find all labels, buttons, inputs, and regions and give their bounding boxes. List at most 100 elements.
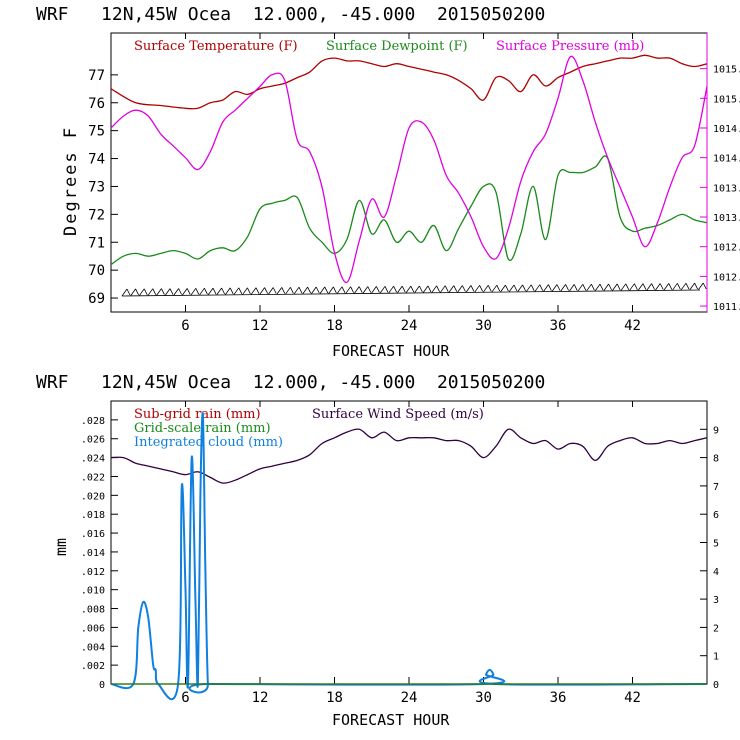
wind-barb-flag bbox=[212, 287, 217, 295]
data-point-surface-temperature bbox=[644, 55, 645, 56]
y-tick-label: 73 bbox=[88, 179, 105, 195]
data-point-surface-wind-speed bbox=[545, 440, 546, 441]
wind-barb-flag bbox=[556, 284, 561, 291]
data-point-surface-pressure bbox=[346, 282, 347, 283]
wind-barb-baseline bbox=[121, 289, 701, 297]
wind-barb-flag bbox=[264, 287, 268, 294]
data-point-surface-wind-speed bbox=[210, 477, 211, 478]
data-point-surface-dewpoint bbox=[471, 205, 472, 206]
wind-barb-flag bbox=[565, 284, 569, 291]
data-point-surface-wind-speed bbox=[396, 440, 397, 441]
bottom-left-y-ticks: 0 .002 .004 .006 .008 .010 .012 .014 .016 .018 .02… bbox=[81, 416, 118, 691]
wind-barb bbox=[310, 286, 317, 295]
data-point-surface-temperature bbox=[620, 58, 621, 59]
data-point-surface-temperature bbox=[632, 58, 633, 59]
data-point-surface-dewpoint bbox=[322, 242, 323, 243]
data-point-surface-wind-speed bbox=[110, 457, 111, 458]
data-point-surface-dewpoint bbox=[284, 200, 285, 201]
data-point-surface-pressure bbox=[582, 80, 583, 81]
wind-barb-flag bbox=[238, 287, 243, 294]
data-point-surface-pressure bbox=[110, 127, 111, 128]
wind-barb bbox=[672, 283, 678, 291]
data-point-surface-temperature bbox=[135, 102, 136, 103]
x-tick-label: 6 bbox=[181, 318, 189, 334]
data-point-surface-pressure bbox=[421, 121, 422, 122]
wind-barb-flag bbox=[462, 285, 466, 292]
wind-barb-flag bbox=[281, 287, 286, 294]
wind-barb-flag bbox=[161, 288, 165, 295]
wind-barb bbox=[130, 288, 136, 297]
data-point-surface-temperature bbox=[471, 88, 472, 89]
bottom-x-ticks: 6 12 18 24 30 36 42 bbox=[181, 401, 641, 706]
data-point-surface-pressure bbox=[620, 187, 621, 188]
wind-barb bbox=[147, 288, 154, 296]
wind-barb-flag bbox=[548, 284, 552, 291]
wind-barb bbox=[293, 286, 300, 295]
data-point-surface-temperature bbox=[520, 91, 521, 92]
data-point-surface-dewpoint bbox=[495, 191, 496, 192]
data-point-surface-dewpoint bbox=[148, 256, 149, 257]
wind-barb-flag bbox=[393, 286, 397, 293]
data-point-surface-temperature bbox=[272, 85, 273, 86]
wind-barb-flag bbox=[479, 285, 483, 292]
data-point-surface-temperature bbox=[222, 99, 223, 100]
data-point-surface-wind-speed bbox=[557, 449, 558, 450]
wind-barb-flag bbox=[599, 283, 604, 291]
wind-barb bbox=[319, 286, 326, 295]
data-point-surface-wind-speed bbox=[135, 463, 136, 464]
data-point-integrated-cloud bbox=[200, 495, 201, 496]
y-tick-label: 0 bbox=[99, 680, 105, 691]
wind-barb bbox=[336, 286, 343, 295]
data-point-surface-temperature bbox=[446, 74, 447, 75]
data-point-surface-wind-speed bbox=[185, 474, 186, 475]
data-point-surface-dewpoint bbox=[259, 208, 260, 209]
data-point-surface-dewpoint bbox=[272, 203, 273, 204]
data-point-surface-temperature bbox=[557, 77, 558, 78]
x-tick-label: 42 bbox=[624, 690, 641, 706]
wind-barb-flag bbox=[651, 283, 655, 290]
wind-barb bbox=[680, 282, 687, 291]
data-point-surface-temperature bbox=[706, 63, 707, 64]
data-point-surface-temperature bbox=[483, 99, 484, 100]
wind-barb-flag bbox=[685, 283, 690, 290]
data-point-surface-wind-speed bbox=[458, 440, 459, 441]
data-point-surface-dewpoint bbox=[110, 264, 111, 265]
data-point-surface-dewpoint bbox=[185, 253, 186, 254]
wind-barb bbox=[233, 287, 240, 296]
wind-barb-flag bbox=[573, 284, 578, 291]
wind-barb-flag bbox=[702, 282, 707, 290]
data-point-surface-wind-speed bbox=[384, 432, 385, 433]
data-point-surface-dewpoint bbox=[371, 233, 372, 234]
data-point-surface-pressure bbox=[359, 240, 360, 241]
top-chart-title: WRF 12N,45W Ocea 12.000, -45.000 2015050… bbox=[36, 4, 545, 25]
wind-barb-flag bbox=[135, 288, 139, 296]
wind-barb bbox=[577, 284, 584, 292]
y-tick-label: .018 bbox=[81, 510, 105, 521]
data-point-surface-temperature bbox=[582, 66, 583, 67]
data-point-surface-wind-speed bbox=[235, 480, 236, 481]
data-point-surface-pressure bbox=[259, 86, 260, 87]
y2-tick-label: 2 bbox=[713, 623, 719, 634]
top-left-y-ticks: 69 70 71 72 73 74 75 76 77 bbox=[88, 68, 118, 307]
wind-barb bbox=[216, 287, 222, 296]
data-point-surface-dewpoint bbox=[408, 231, 409, 232]
data-point-surface-temperature bbox=[421, 69, 422, 70]
wind-barb bbox=[121, 288, 128, 297]
data-point-surface-dewpoint bbox=[346, 239, 347, 240]
data-point-integrated-cloud bbox=[485, 674, 486, 675]
wind-barb bbox=[164, 288, 171, 296]
wind-barb bbox=[611, 283, 618, 292]
wind-barb-flag bbox=[694, 282, 698, 290]
wind-barb bbox=[697, 282, 704, 291]
wind-barb-flag bbox=[419, 285, 423, 293]
y-tick-label: 77 bbox=[88, 68, 105, 84]
wind-barb-flag bbox=[229, 287, 234, 295]
wind-barb bbox=[654, 283, 661, 291]
data-point-surface-pressure bbox=[545, 133, 546, 134]
data-point-integrated-cloud bbox=[191, 457, 192, 458]
y2-tick-label: 0 bbox=[713, 680, 719, 691]
y-tick-label: 72 bbox=[88, 207, 105, 223]
wind-barb bbox=[199, 287, 205, 296]
data-point-surface-dewpoint bbox=[210, 250, 211, 251]
data-point-surface-dewpoint bbox=[247, 236, 248, 237]
